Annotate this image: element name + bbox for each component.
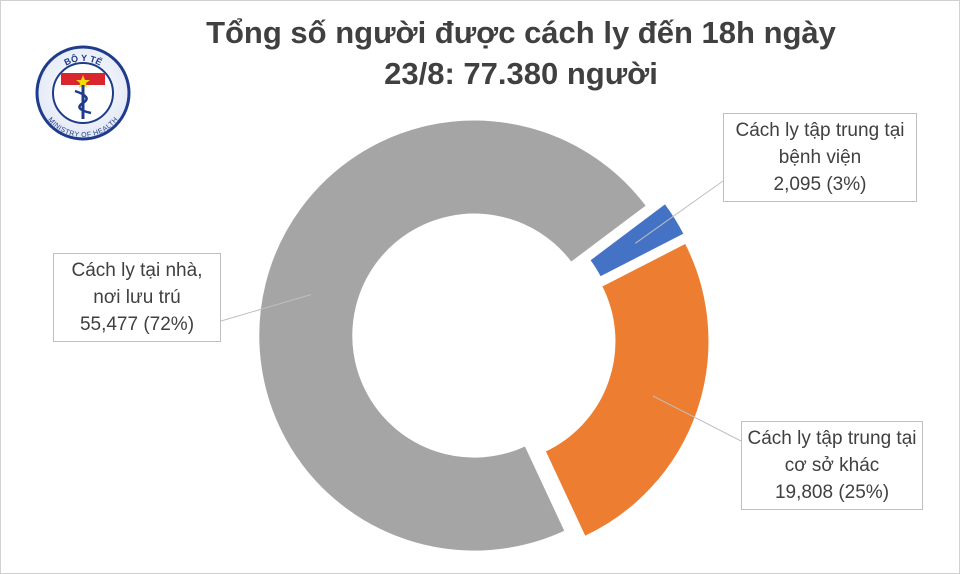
- chart-title: 23/8: 77.380 người: [384, 56, 658, 91]
- value-label: 19,808 (25%): [774, 482, 890, 503]
- callout: Cách ly tại nhà, nơi lưu trú 55,477 (72%): [53, 253, 221, 342]
- callout: Cách ly tập trung tại cơ sở khác 19,808 (…: [741, 421, 923, 510]
- callout: Cách ly tập trung tại bệnh viện 2,095 (3%…: [723, 113, 917, 202]
- value-label: 2,095 (3%): [773, 174, 867, 195]
- pie-slice: [257, 118, 649, 553]
- logo-top-text: BỘ Y TẾ: [62, 52, 103, 67]
- leader-line: [635, 180, 724, 244]
- pie-slice: [587, 201, 687, 279]
- leader-line: [220, 294, 311, 322]
- leader-line: [652, 395, 742, 442]
- category-label: Cách ly tại nhà, nơi lưu trú: [71, 260, 203, 308]
- pie-slice: [543, 241, 711, 539]
- category-label: Cách ly tập trung tại cơ sở khác: [747, 428, 917, 476]
- category-label: Cách ly tập trung tại bệnh viện: [735, 120, 905, 168]
- logo: BỘ Y TẾ MINISTRY OF HEALTH: [35, 45, 131, 141]
- logo-top: BỘ Y TẾ: [62, 52, 103, 67]
- chart-title: Tổng số người được cách ly đến 18h ngày: [206, 15, 836, 50]
- value-label: 55,477 (72%): [79, 314, 195, 335]
